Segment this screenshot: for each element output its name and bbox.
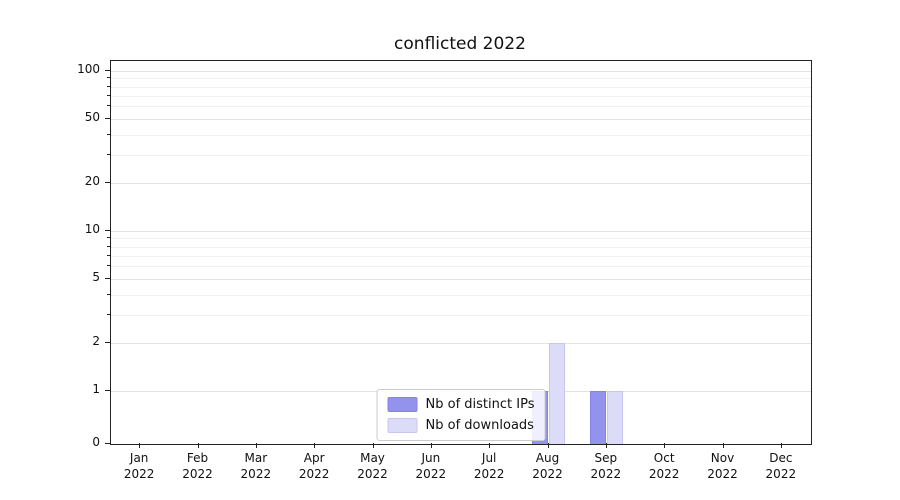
legend-swatch-icon [387, 397, 418, 412]
x-tick-mark [605, 443, 607, 448]
gridline-major [111, 342, 811, 344]
gridline-minor [111, 134, 811, 136]
y-tick-mark [105, 230, 110, 231]
legend-item: Nb of distinct IPs [387, 397, 535, 412]
bar-nb-of-downloads [549, 342, 565, 444]
y-tick-mark [105, 390, 110, 391]
x-tick-mark [430, 443, 432, 448]
gridline-minor [111, 246, 811, 248]
gridline-minor [111, 154, 811, 156]
x-tick-label: May 2022 [357, 451, 388, 481]
x-tick-mark [255, 443, 257, 448]
y-tick-label: 50 [84, 110, 100, 125]
legend-label: Nb of downloads [425, 418, 534, 433]
x-tick-mark [372, 443, 374, 448]
legend-label: Nb of distinct IPs [425, 397, 535, 412]
y-minor-tick-mark [107, 237, 110, 239]
y-minor-tick-mark [107, 94, 110, 96]
gridline-minor [111, 78, 811, 80]
y-tick-mark [105, 278, 110, 280]
x-tick-mark [197, 443, 199, 448]
legend-swatch-icon [387, 418, 418, 433]
x-tick-label: Jul 2022 [473, 451, 505, 481]
y-minor-tick-mark [107, 153, 110, 155]
y-minor-tick-mark [107, 105, 110, 107]
plot-area: Nb of distinct IPs Nb of downloads [110, 60, 812, 445]
x-tick-label: Aug 2022 [532, 451, 563, 481]
gridline-major [111, 279, 811, 281]
y-tick-mark [105, 341, 110, 343]
gridline-minor [111, 95, 811, 97]
x-tick-mark [664, 443, 666, 448]
x-tick-label: Nov 2022 [707, 451, 738, 481]
y-minor-tick-mark [107, 313, 110, 315]
gridline-major [111, 71, 811, 72]
y-minor-tick-mark [107, 254, 110, 256]
gridline-minor [111, 86, 811, 88]
x-tick-mark [780, 443, 782, 448]
y-tick-mark [105, 70, 110, 71]
gridline-major [111, 231, 811, 232]
gridline-major [111, 182, 811, 184]
legend: Nb of distinct IPs Nb of downloads [376, 389, 546, 441]
chart-title: conflicted 2022 [394, 34, 526, 54]
x-tick-label: Mar 2022 [240, 451, 272, 481]
y-tick-label: 5 [92, 270, 100, 285]
x-tick-mark [722, 443, 724, 448]
x-tick-mark [314, 443, 316, 448]
y-tick-mark [105, 443, 110, 444]
x-tick-label: Apr 2022 [298, 451, 330, 481]
gridline-minor [111, 266, 811, 268]
y-tick-label: 2 [92, 333, 100, 348]
y-tick-mark [105, 118, 110, 120]
y-minor-tick-mark [107, 245, 110, 247]
bar-nb-of-distinct-ips [590, 391, 607, 444]
gridline-minor [111, 294, 811, 296]
gridline-minor [111, 255, 811, 257]
x-tick-label: Jan 2022 [123, 451, 155, 481]
y-tick-label: 100 [77, 62, 100, 76]
bar-nb-of-downloads [607, 391, 624, 444]
x-tick-label: Oct 2022 [648, 451, 680, 481]
y-minor-tick-mark [107, 77, 110, 79]
y-tick-mark [105, 181, 110, 183]
y-minor-tick-mark [107, 133, 110, 135]
x-tick-mark [139, 443, 141, 448]
gridline-minor [111, 238, 811, 240]
x-tick-mark [489, 443, 491, 448]
y-tick-label: 20 [84, 173, 100, 188]
y-minor-tick-mark [107, 265, 110, 267]
x-tick-label: Feb 2022 [182, 451, 213, 481]
x-tick-label: Jun 2022 [415, 451, 447, 481]
y-minor-tick-mark [107, 293, 110, 295]
gridline-minor [111, 314, 811, 316]
y-tick-label: 1 [92, 382, 100, 396]
x-tick-label: Dec 2022 [765, 451, 797, 481]
legend-item: Nb of downloads [387, 418, 535, 433]
gridline-minor [111, 106, 811, 108]
x-tick-label: Sep 2022 [590, 451, 622, 481]
y-minor-tick-mark [107, 85, 110, 87]
y-tick-label: 10 [84, 222, 100, 236]
gridline-major [111, 119, 811, 121]
x-tick-mark [547, 443, 549, 448]
y-tick-label: 0 [92, 435, 100, 449]
